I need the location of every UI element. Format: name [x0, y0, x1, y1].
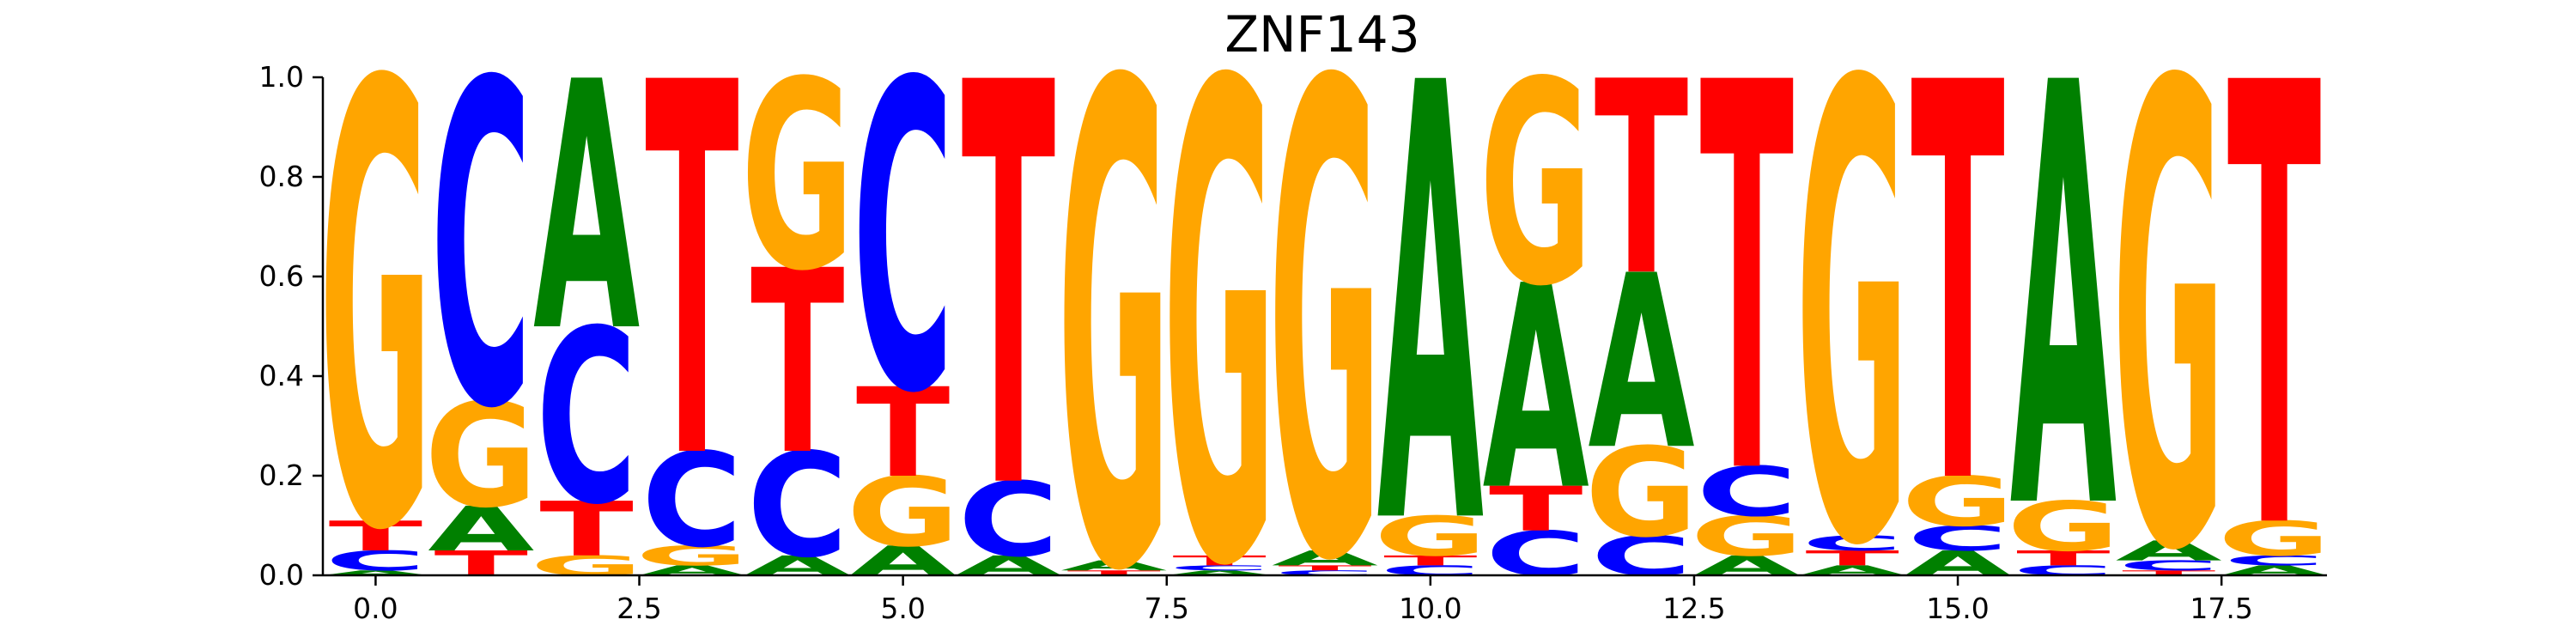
logo-letter-A: A: [744, 550, 851, 582]
logo-letter-C: C: [1697, 453, 1798, 532]
logo-letter-A: A: [322, 569, 428, 577]
logo-letter-G: G: [1691, 505, 1804, 568]
logo-letter-T: T: [1172, 553, 1267, 569]
logo-letter-G: G: [847, 457, 960, 568]
y-tick-label: 0.0: [259, 558, 304, 592]
logo-letter-A: A: [2116, 535, 2222, 567]
logo-letter-G: G: [2007, 488, 2120, 567]
y-tick-label: 0.2: [259, 459, 304, 492]
logo-letter-A: A: [955, 550, 1061, 582]
x-tick-label: 12.5: [1662, 592, 1725, 625]
x-tick-label: 2.5: [617, 592, 661, 625]
logo-letter-T: T: [1067, 569, 1161, 577]
logo-letter-T: T: [2016, 547, 2110, 571]
logo-letter-G: G: [2112, 0, 2226, 644]
logo-letter-G: G: [635, 540, 749, 572]
y-tick-label: 0.4: [259, 359, 304, 392]
chart-axes: 0.0 0.2 0.4 0.6 0.8 1.0 0.0 2.5 5.0 7.5 10.0 12.5 15…: [259, 60, 2327, 625]
logo-letter-T: T: [539, 486, 633, 574]
logo-letter-C: C: [1485, 519, 1587, 590]
logo-letter-A: A: [533, 11, 641, 408]
y-tick-label: 0.6: [259, 259, 304, 293]
logo-letter-C: C: [853, 0, 954, 487]
logo-letter-G: G: [1163, 0, 1276, 644]
logo-letter-G: G: [741, 27, 854, 329]
logo-letter-G: G: [1268, 0, 1382, 644]
logo-letter-G: G: [1795, 0, 1909, 644]
logo-letter-A: A: [1166, 569, 1273, 577]
y-tick-label: 0.8: [259, 160, 304, 193]
logo-letter-C: C: [536, 279, 637, 558]
logo-letter-T: T: [1383, 553, 1478, 569]
logo-letter-C: C: [2224, 553, 2325, 569]
logo-letter-C: C: [2118, 557, 2220, 574]
logo-letter-A: A: [2010, 0, 2117, 638]
logo-letter-C: C: [1169, 564, 1270, 572]
logo-letter-T: T: [1911, 0, 2005, 605]
logo-letter-C: C: [325, 545, 427, 577]
x-tick-label: 17.5: [2190, 592, 2252, 625]
logo-letter-A: A: [1483, 227, 1590, 552]
logo-letter-T: T: [645, 0, 739, 572]
logo-letter-G: G: [1057, 0, 1170, 644]
logo-letter-G: G: [1901, 463, 2014, 542]
logo-letter-G: G: [1479, 22, 1593, 348]
logo-letter-T: T: [1806, 547, 1899, 571]
logo-letter-G: G: [1374, 505, 1487, 568]
logo-letter-T: T: [1278, 564, 1371, 572]
logo-letter-C: C: [1591, 525, 1692, 588]
logo-letter-A: A: [1272, 547, 1378, 571]
logo-letter-A: A: [1377, 0, 1485, 644]
logo-letter-A: A: [1060, 557, 1167, 574]
logo-letter-G: G: [1585, 422, 1698, 565]
logo-letter-G: G: [530, 550, 643, 582]
logo-letter-T: T: [856, 361, 950, 505]
x-tick-label: 10.0: [1399, 592, 1461, 625]
logo-letter-C: C: [641, 425, 743, 576]
logo-letter-T: T: [962, 0, 1056, 611]
logo-letter-C: C: [1801, 532, 1903, 556]
logo-letter-C: C: [958, 461, 1060, 580]
logo-letter-T: T: [1489, 474, 1583, 545]
logo-letter-A: A: [428, 494, 534, 565]
logo-letter-C: C: [430, 0, 532, 507]
logo-letter-T: T: [1700, 0, 1795, 592]
logo-letter-T: T: [2227, 0, 2322, 644]
x-tick-label: 15.0: [1926, 592, 1989, 625]
logo-letter-T: T: [750, 216, 844, 511]
chart-title: ZNF143: [1224, 5, 1419, 64]
x-tick-label: 0.0: [353, 592, 398, 625]
logo-letter-T: T: [329, 513, 423, 561]
x-tick-label: 5.0: [880, 592, 925, 625]
logo-letter-T: T: [1595, 26, 1688, 335]
logo-letter-C: C: [1274, 569, 1376, 577]
logo-letter-G: G: [2218, 512, 2331, 567]
logo-letter-A: A: [1693, 550, 1800, 582]
logo-letter-C: C: [1907, 519, 2008, 558]
logo-letter-A: A: [1588, 224, 1694, 503]
x-tick-label: 7.5: [1144, 592, 1188, 625]
logo-letter-G: G: [424, 373, 538, 540]
y-tick-label: 1.0: [259, 60, 304, 94]
logo-letter-T: T: [434, 544, 529, 583]
logo-letter-T: T: [2122, 569, 2215, 577]
logo-letter-C: C: [747, 422, 848, 590]
logo-letter-G: G: [319, 0, 433, 644]
